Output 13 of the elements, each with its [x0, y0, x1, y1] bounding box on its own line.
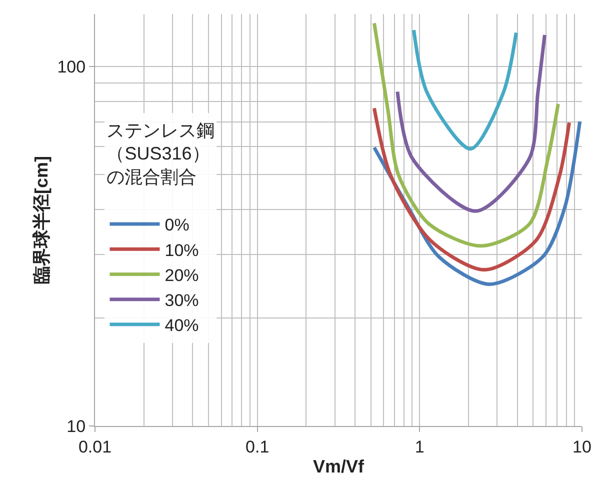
y-axis-title: 臨界球半径[cm]	[31, 156, 52, 284]
x-tick-label: 1	[414, 437, 424, 456]
x-tick-label: 0.1	[246, 437, 270, 456]
legend-label: 40%	[164, 316, 199, 336]
x-tick-label: 10	[572, 437, 592, 456]
y-tick-label: 100	[57, 57, 86, 76]
legend-label: 30%	[164, 290, 199, 310]
legend-title: ステンレス鋼（SUS316）の混合割合	[106, 120, 215, 188]
legend-label: 20%	[164, 266, 199, 285]
x-axis-title: Vm/Vf	[312, 456, 366, 476]
x-tick-label: 0.01	[78, 437, 112, 456]
legend-label: 0%	[164, 216, 190, 235]
legend-label: 10%	[164, 240, 199, 260]
